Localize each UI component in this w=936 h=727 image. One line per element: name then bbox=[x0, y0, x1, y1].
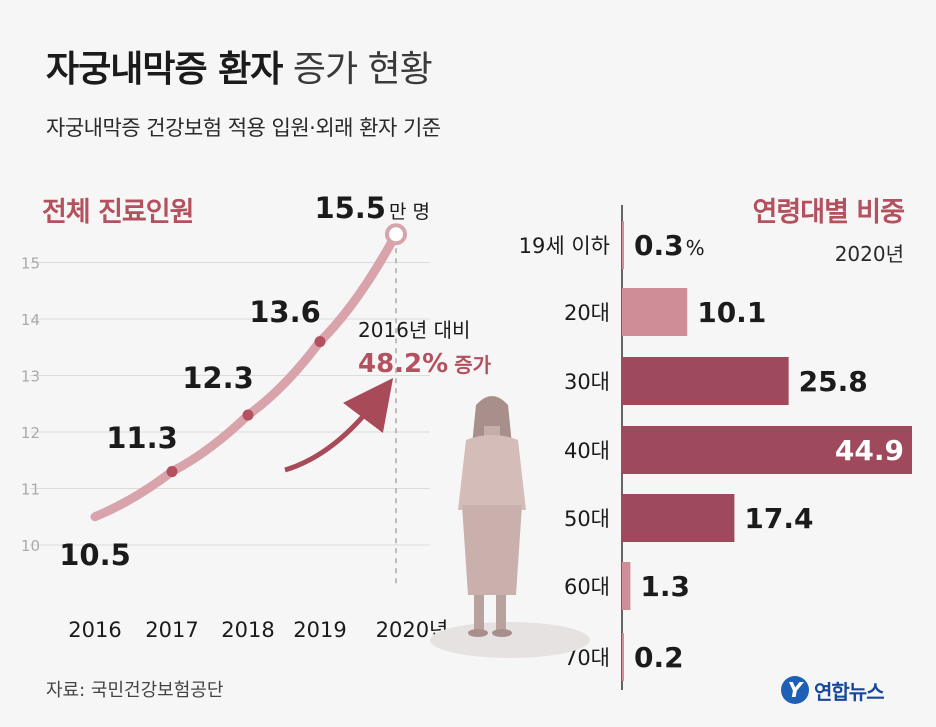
bar-value-unit: % bbox=[686, 236, 705, 260]
data-label: 15.5 만 명 bbox=[314, 191, 430, 225]
bar bbox=[622, 562, 631, 610]
y-tick-label: 11 bbox=[21, 481, 40, 499]
bar-chart-title: 연령대별 비중 bbox=[752, 197, 905, 228]
category-label: 40대 bbox=[564, 439, 610, 463]
line-chart: 10 11 12 13 14 15 10.5 11.312.3 13.6 15.5 만 명 2016 2… bbox=[21, 191, 492, 642]
category-label: 30대 bbox=[564, 370, 610, 394]
bar bbox=[622, 426, 912, 474]
bar-value-label: 25.8 bbox=[799, 365, 868, 398]
increase-arrow-icon bbox=[284, 378, 394, 473]
data-label: 12.3 bbox=[182, 361, 254, 395]
category-label: 60대 bbox=[564, 575, 610, 599]
y-tick-label: 13 bbox=[21, 368, 40, 386]
data-label: 13.6 bbox=[249, 295, 321, 329]
title-light: 증가 현황 bbox=[292, 49, 433, 90]
page-title: 자궁내막증 환자 증가 현황 bbox=[46, 40, 433, 92]
bar-value-label: 0.3% bbox=[634, 229, 705, 262]
bar bbox=[622, 221, 624, 269]
y-tick-label: 10 bbox=[21, 537, 40, 555]
data-label: 10.5 bbox=[59, 538, 131, 572]
x-tick-label: 2017 bbox=[145, 618, 198, 642]
x-tick-label: 2018 bbox=[221, 618, 274, 642]
category-label: 20대 bbox=[564, 301, 610, 325]
logo-mark-icon: Y bbox=[781, 676, 809, 704]
bar-chart-year: 2020년 bbox=[834, 242, 904, 266]
y-tick-label: 15 bbox=[21, 255, 40, 273]
annotation-line1: 2016년 대비 bbox=[358, 318, 470, 342]
page-subtitle: 자궁내막증 건강보험 적용 입원·외래 환자 기준 bbox=[46, 116, 441, 140]
annotation-line2: 48.2% 증가 bbox=[358, 349, 492, 379]
line-chart-title: 전체 진료인원 bbox=[42, 197, 194, 228]
bar-value-label: 44.9 bbox=[835, 434, 904, 467]
bar-value-label: 17.4 bbox=[744, 502, 813, 535]
category-label: 19세 이하 bbox=[519, 234, 610, 258]
woman-silhouette-icon bbox=[430, 396, 590, 658]
y-tick-label: 14 bbox=[21, 311, 40, 329]
bar bbox=[622, 633, 624, 681]
y-tick-label: 12 bbox=[21, 424, 40, 442]
data-point bbox=[314, 336, 326, 348]
bar-value-label: 1.3 bbox=[640, 570, 690, 603]
bar bbox=[622, 288, 688, 336]
yonhap-logo: Y 연합뉴스 bbox=[781, 674, 885, 706]
data-point-last bbox=[385, 223, 407, 246]
x-tick-label: 2019 bbox=[293, 618, 346, 642]
data-point bbox=[242, 409, 254, 421]
data-point bbox=[166, 466, 178, 478]
bar-value-label: 0.2 bbox=[634, 641, 684, 674]
bar bbox=[622, 357, 789, 405]
bar-value-label: 10.1 bbox=[697, 296, 766, 329]
category-label: 50대 bbox=[564, 507, 610, 531]
data-label-unit: 만 명 bbox=[389, 201, 430, 223]
x-tick-label: 2016 bbox=[68, 618, 121, 642]
data-label: 11.3 bbox=[106, 421, 178, 455]
source-text: 자료: 국민건강보험공단 bbox=[46, 680, 224, 701]
bar-chart: 19세 이하 0.3 % 20대 10.1 30대 25.8 40대 44.9 50대 17.4 60… bbox=[519, 205, 912, 690]
logo-text: 연합뉴스 bbox=[814, 679, 885, 704]
title-bold: 자궁내막증 환자 bbox=[46, 49, 283, 90]
bar bbox=[622, 494, 735, 542]
